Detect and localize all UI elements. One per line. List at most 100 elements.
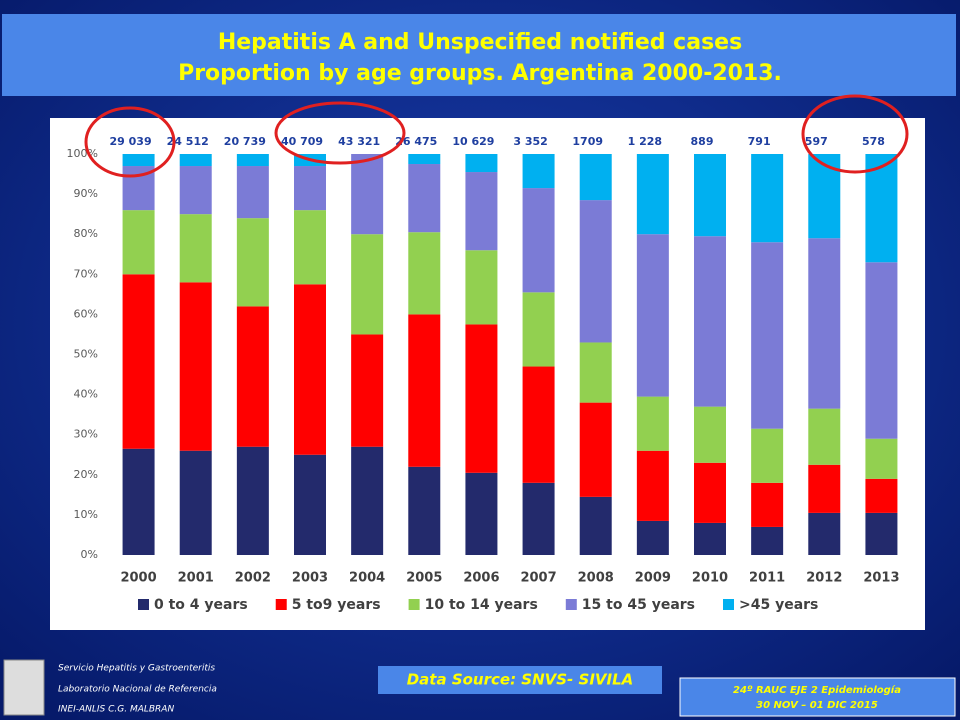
bar-segment	[636, 234, 669, 397]
bar-segment	[751, 428, 784, 483]
x-tick-label: 2013	[863, 571, 899, 586]
bar-segment	[865, 262, 898, 439]
logo	[3, 659, 45, 716]
bar-segment	[179, 166, 212, 215]
bar-segment	[808, 512, 841, 555]
bar-segment	[636, 450, 669, 521]
y-tick-label: 40%	[74, 388, 98, 401]
legend-swatch	[275, 599, 287, 610]
bar-segment	[751, 482, 784, 527]
bar-segment	[694, 462, 726, 523]
bar-segment	[808, 238, 841, 409]
y-tick-label: 20%	[74, 468, 98, 481]
highlight-circle	[84, 106, 176, 178]
bar-segment	[579, 496, 612, 555]
total-label: 1709	[572, 135, 603, 148]
legend-swatch	[408, 599, 420, 610]
total-label: 40 709	[281, 135, 323, 148]
bar-segment	[351, 234, 384, 335]
bar-segment	[636, 154, 669, 235]
bar-segment	[236, 446, 269, 555]
bar-segment	[694, 406, 726, 463]
data-source: Data Source: SNVS- SIVILA	[407, 671, 634, 689]
bar-segment	[865, 478, 898, 513]
bar-segment	[179, 154, 212, 167]
highlight-circle	[801, 94, 909, 174]
legend-swatch	[138, 599, 149, 610]
bar-segment	[865, 438, 898, 479]
total-label: 20 739	[224, 135, 266, 148]
legend-label: 0 to 4 years	[154, 597, 248, 613]
event-line: 24º RAUC EJE 2 Epidemiología	[733, 684, 901, 696]
x-tick-label: 2002	[235, 571, 271, 586]
bar-segment	[808, 154, 841, 239]
x-tick-label: 2008	[578, 571, 614, 586]
bar-segment	[579, 402, 612, 497]
bar-segment	[294, 166, 326, 211]
bar-segment	[294, 284, 326, 455]
bar-segment	[522, 292, 555, 367]
bar-segment	[579, 200, 612, 343]
bar-segment	[236, 306, 269, 447]
legend-swatch	[723, 599, 734, 610]
bar-segment	[465, 250, 498, 325]
title-box	[2, 14, 956, 96]
bar-segment	[465, 472, 498, 555]
y-tick-label: 80%	[74, 227, 98, 240]
chart-subtitle: Proportion by age groups. Argentina 2000…	[178, 61, 782, 86]
institution-line: Servicio Hepatitis y Gastroenteritis	[58, 664, 215, 674]
institution-line: Laboratorio Nacional de Referencia	[58, 685, 217, 695]
bar-segment	[408, 232, 441, 315]
legend-label: 10 to 14 years	[425, 597, 538, 613]
bar-segment	[408, 466, 441, 555]
y-tick-label: 50%	[74, 348, 98, 361]
y-tick-label: 30%	[74, 428, 98, 441]
x-tick-label: 2010	[692, 571, 728, 586]
event-line: 30 NOV – 01 DIC 2015	[756, 700, 878, 711]
plot: 0% 10% 20% 30% 40% 50% 60% 70% 80% 90% 100% 2000 29 …	[67, 135, 900, 613]
y-tick-label: 90%	[74, 187, 98, 200]
x-tick-label: 2006	[463, 571, 499, 586]
source-box	[378, 666, 662, 694]
bar-segment	[751, 154, 784, 243]
bar-segment	[122, 210, 155, 275]
bar-segment	[351, 334, 384, 447]
x-tick-label: 2003	[292, 571, 328, 586]
legend-label: >45 years	[739, 597, 818, 613]
y-tick-label: 70%	[74, 267, 98, 280]
bar-segment	[122, 448, 155, 555]
total-label: 10 629	[452, 135, 494, 148]
x-tick-label: 2000	[120, 571, 156, 586]
bar-segment	[808, 464, 841, 513]
x-tick-label: 2001	[178, 571, 214, 586]
y-tick-label: 60%	[74, 307, 98, 320]
legend-label: 5 to9 years	[292, 597, 381, 613]
bar-segment	[179, 214, 212, 283]
bar-segment	[522, 482, 555, 555]
bar-segment	[865, 154, 898, 263]
x-tick-label: 2004	[349, 571, 385, 586]
bar-segment	[236, 218, 269, 307]
total-label: 3 352	[513, 135, 547, 148]
event-box	[679, 677, 956, 717]
bar-segment	[579, 342, 612, 403]
bar-segment	[751, 242, 784, 429]
bar-segment	[179, 450, 212, 555]
total-label: 889	[691, 135, 714, 148]
bar-segment	[408, 154, 441, 165]
bar-segment	[694, 236, 726, 407]
bar-segment	[694, 154, 726, 237]
x-tick-label: 2012	[806, 571, 842, 586]
highlight-circle	[274, 101, 406, 165]
total-label: 29 039	[110, 135, 152, 148]
bar-segment	[408, 164, 441, 233]
bar-segment	[179, 282, 212, 451]
bar-segment	[465, 154, 498, 173]
total-label: 26 475	[395, 135, 437, 148]
bar-segment	[636, 520, 669, 555]
bar-segment	[865, 512, 898, 555]
bar-segment	[694, 522, 726, 555]
bar-segment	[122, 274, 155, 449]
bar-segment	[351, 154, 384, 235]
